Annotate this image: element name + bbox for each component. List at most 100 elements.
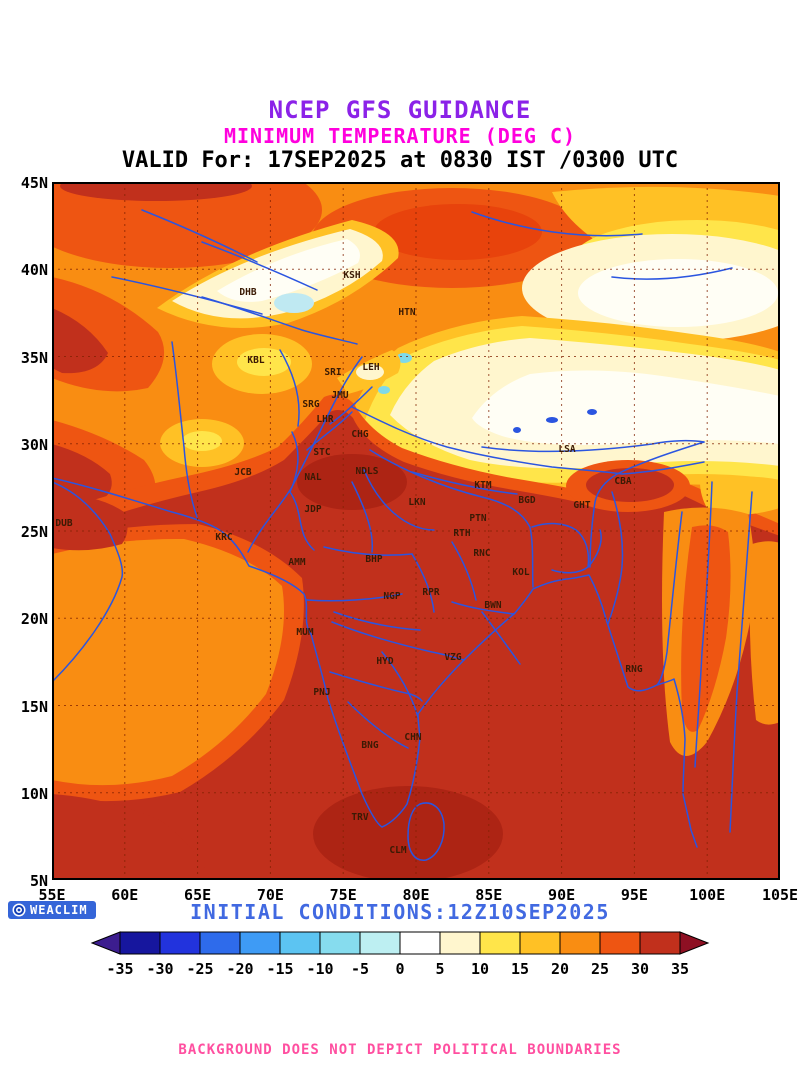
colorbar-tick-label: -35 (106, 960, 133, 978)
colorbar-segment (199, 931, 241, 955)
plot-border (52, 182, 780, 880)
lon-tick-label: 95E (620, 886, 648, 904)
station-label-kol: KOL (512, 567, 529, 578)
colorbar-right-arrow (679, 931, 710, 955)
colorbar-tick-label: 5 (435, 960, 444, 978)
lon-tick-label: 60E (111, 886, 139, 904)
colorbar-segment (399, 931, 441, 955)
station-label-mum: MUM (296, 627, 313, 638)
colorbar-segment (439, 931, 481, 955)
colorbar-tick-label: -10 (306, 960, 333, 978)
station-label-ktm: KTM (474, 480, 491, 491)
lat-tick-label: 10N (20, 784, 48, 803)
station-label-lsa: LSA (558, 444, 575, 455)
colorbar-segment (159, 931, 201, 955)
colorbar-tick-label: 35 (671, 960, 689, 978)
lat-tick-label: 20N (20, 610, 48, 629)
weaclim-watermark-text: WEACLIM (30, 903, 88, 917)
station-label-amm: AMM (288, 557, 305, 568)
station-label-rnc: RNC (473, 548, 490, 559)
lon-tick-label: 100E (689, 886, 726, 904)
colorbar-segment (559, 931, 601, 955)
lon-tick-label: 70E (256, 886, 284, 904)
lon-tick-label: 90E (548, 886, 576, 904)
lat-tick-label: 35N (20, 348, 48, 367)
station-label-jdp: JDP (304, 504, 321, 515)
disclaimer-text: BACKGROUND DOES NOT DEPICT POLITICAL BOU… (178, 1042, 622, 1058)
station-label-bgd: BGD (518, 495, 535, 506)
weaclim-spiral-icon (12, 903, 26, 917)
station-label-sri: SRI (324, 367, 341, 378)
station-label-rth: RTH (453, 528, 470, 539)
station-label-clm: CLM (389, 845, 406, 856)
colorbar-tick-label: 20 (551, 960, 569, 978)
colorbar-tick-label: 30 (631, 960, 649, 978)
station-label-nal: NAL (304, 472, 321, 483)
station-label-cba: CBA (614, 476, 631, 487)
station-label-pnj: PNJ (313, 687, 330, 698)
station-label-rng: RNG (625, 664, 642, 675)
lat-tick-label: 45N (20, 174, 48, 192)
station-label-stc: STC (313, 447, 330, 458)
station-label-leh: LEH (362, 362, 379, 373)
colorbar-segment (599, 931, 641, 955)
station-labels-layer: DHB KSH HTN KBL SRI LEH SRG JMU LHR CHG STC LSA JCB N… (55, 270, 642, 856)
page-title: NCEP GFS GUIDANCE (268, 96, 532, 124)
initial-conditions-line: INITIAL CONDITIONS:12Z10SEP2025 (190, 900, 610, 924)
grid-layer (52, 182, 780, 880)
colorbar-scale: -35 -30 -25 -20 -15 -10 -5 0 5 10 15 20 25 30 35 (90, 931, 710, 978)
station-label-bwn: BWN (484, 600, 501, 611)
lat-tick-label: 15N (20, 697, 48, 716)
station-label-dub: DUB (55, 518, 72, 529)
station-label-ksh: KSH (343, 270, 360, 281)
lat-tick-label: 5N (29, 872, 48, 890)
station-label-jcb: JCB (234, 467, 251, 478)
station-label-srg: SRG (302, 399, 319, 410)
station-label-ght: GHT (573, 500, 590, 511)
lon-tick-label: 80E (402, 886, 430, 904)
colorbar-segment (479, 931, 521, 955)
station-label-vzg: VZG (444, 652, 461, 663)
colorbar-segment (239, 931, 281, 955)
colorbar-tick-label: -30 (146, 960, 173, 978)
colorbar-tick-label: 15 (511, 960, 529, 978)
lon-tick-label: 105E (761, 886, 799, 904)
page-subtitle: MINIMUM TEMPERATURE (DEG C) (223, 124, 577, 148)
colorbar-tick-label: -25 (186, 960, 213, 978)
lat-tick-label: 40N (20, 261, 48, 280)
station-label-ndls: NDLS (356, 466, 379, 477)
colorbar-tick-label: 0 (395, 960, 404, 978)
station-label-jmu: JMU (331, 390, 348, 401)
colorbar-tick-label: -15 (266, 960, 293, 978)
colorbar-segment (519, 931, 561, 955)
colorbar-tick-label: 10 (471, 960, 489, 978)
colorbar-tick-label: -5 (351, 960, 369, 978)
station-label-dhb: DHB (239, 287, 256, 298)
colorbar: -35 -30 -25 -20 -15 -10 -5 0 5 10 15 20 25 30 35 (90, 928, 710, 988)
station-label-ngp: NGP (383, 591, 400, 602)
station-label-rpr: RPR (422, 587, 439, 598)
station-label-bng: BNG (361, 740, 378, 751)
colorbar-tick-label: 25 (591, 960, 609, 978)
station-label-ptn: PTN (469, 513, 486, 524)
lon-tick-label: 85E (475, 886, 503, 904)
lat-tick-label: 25N (20, 523, 48, 541)
valid-time-line: VALID For: 17SEP2025 at 0830 IST /0300 U… (121, 148, 679, 173)
colorbar-segment (639, 931, 681, 955)
station-label-krc: KRC (215, 532, 232, 543)
lon-tick-label: 75E (329, 886, 357, 904)
lon-tick-label: 55E (38, 886, 66, 904)
lat-tick-label: 30N (20, 435, 48, 454)
station-label-chn: CHN (404, 732, 421, 743)
colorbar-segment (319, 931, 361, 955)
map-plot-area: DHB KSH HTN KBL SRI LEH SRG JMU LHR CHG STC LSA JCB N… (52, 182, 780, 880)
temperature-map: DHB KSH HTN KBL SRI LEH SRG JMU LHR CHG STC LSA JCB N… (52, 182, 780, 880)
station-label-chg: CHG (351, 429, 368, 440)
station-label-trv: TRV (351, 812, 368, 823)
weaclim-watermark-badge: WEACLIM (8, 901, 96, 919)
station-label-kbl: KBL (247, 355, 264, 366)
station-label-lhr: LHR (316, 414, 333, 425)
colorbar-tick-label: -20 (226, 960, 253, 978)
colorbar-segment (119, 931, 161, 955)
